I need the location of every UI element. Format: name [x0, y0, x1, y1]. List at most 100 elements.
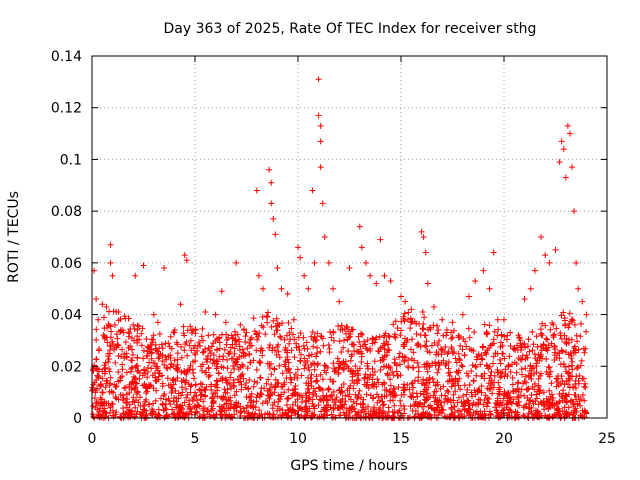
data-point — [216, 353, 223, 360]
data-point — [340, 381, 347, 388]
data-point — [171, 357, 178, 364]
data-point — [301, 355, 308, 362]
data-point — [406, 386, 413, 393]
data-point — [354, 367, 361, 374]
data-point — [546, 387, 553, 394]
data-point — [342, 330, 349, 337]
data-point — [291, 386, 298, 393]
data-point — [345, 334, 352, 341]
data-point — [337, 398, 344, 405]
data-point — [430, 322, 437, 329]
data-point — [270, 215, 277, 222]
data-point — [246, 350, 253, 357]
data-point — [449, 334, 456, 341]
data-point — [178, 392, 185, 399]
data-point — [507, 343, 514, 350]
data-point — [287, 369, 294, 376]
y-axis-label: ROTI / TECUs — [6, 191, 22, 283]
data-point — [157, 395, 164, 402]
data-point — [192, 409, 199, 416]
data-point — [551, 343, 558, 350]
data-point — [268, 179, 275, 186]
data-point — [501, 355, 508, 362]
data-point — [187, 337, 194, 344]
data-point — [401, 381, 408, 388]
data-point — [510, 345, 517, 352]
data-point — [265, 392, 272, 399]
data-point — [434, 330, 441, 337]
data-point — [487, 385, 494, 392]
data-point — [203, 408, 210, 415]
data-point — [208, 343, 215, 350]
data-point — [265, 376, 272, 383]
data-point — [401, 406, 408, 413]
data-point — [452, 382, 459, 389]
data-point — [93, 387, 100, 394]
data-point — [336, 298, 343, 305]
data-point — [112, 359, 119, 366]
data-point — [575, 378, 582, 385]
data-point — [276, 362, 283, 369]
data-point — [285, 413, 292, 420]
data-point — [380, 402, 387, 409]
data-point — [531, 267, 538, 274]
data-point — [515, 332, 522, 339]
data-point — [273, 315, 280, 322]
data-point — [302, 414, 309, 421]
data-point — [440, 357, 447, 364]
data-point — [385, 363, 392, 370]
data-point — [526, 348, 533, 355]
data-point — [423, 394, 430, 401]
data-point — [433, 398, 440, 405]
data-point — [282, 344, 289, 351]
data-point — [491, 379, 498, 386]
data-point — [219, 375, 226, 382]
data-point — [230, 377, 237, 384]
y-tick-label: 0.06 — [51, 256, 82, 272]
data-point — [427, 326, 434, 333]
data-point — [138, 342, 145, 349]
data-point — [346, 265, 353, 272]
data-point — [213, 411, 220, 418]
data-point — [430, 406, 437, 413]
data-point — [330, 406, 337, 413]
data-point — [330, 378, 337, 385]
data-point — [257, 390, 264, 397]
data-point — [382, 330, 389, 337]
data-point — [187, 389, 194, 396]
data-point — [155, 406, 162, 413]
data-point — [358, 244, 365, 251]
data-point — [337, 326, 344, 333]
data-point — [188, 347, 195, 354]
data-point — [396, 361, 403, 368]
data-point — [349, 373, 356, 380]
data-point — [254, 379, 261, 386]
data-point — [445, 389, 452, 396]
data-point — [315, 76, 322, 83]
data-point — [522, 373, 529, 380]
data-point — [208, 403, 215, 410]
data-point — [454, 399, 461, 406]
data-point — [130, 351, 137, 358]
data-point — [102, 334, 109, 341]
data-point — [162, 353, 169, 360]
data-point — [430, 303, 437, 310]
data-point — [535, 375, 542, 382]
data-point — [134, 408, 141, 415]
data-point — [270, 411, 277, 418]
data-point — [528, 392, 535, 399]
data-point — [459, 363, 466, 370]
data-point — [479, 343, 486, 350]
data-point — [136, 375, 143, 382]
data-point — [542, 252, 549, 259]
data-point — [163, 356, 170, 363]
data-point — [221, 401, 228, 408]
data-point — [358, 409, 365, 416]
data-point — [250, 315, 257, 322]
data-point — [408, 380, 415, 387]
data-point — [169, 406, 176, 413]
data-point — [474, 387, 481, 394]
data-point — [292, 371, 299, 378]
data-point — [376, 410, 383, 417]
data-point — [103, 400, 110, 407]
